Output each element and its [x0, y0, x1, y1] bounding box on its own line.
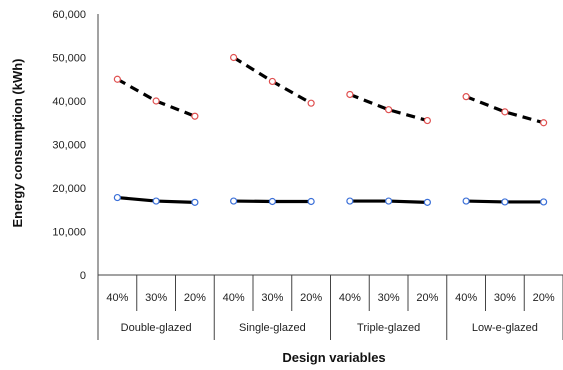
x-category-label: 20% [533, 292, 555, 304]
plot-area: 60,000 50,000 40,000 30,000 20,000 10,000 0 40%… [52, 9, 563, 340]
series-2-point [540, 198, 548, 206]
series-2-point [423, 198, 431, 206]
series-2-point [230, 197, 238, 205]
y-tick-label: 30,000 [52, 140, 86, 152]
series-1-point [307, 99, 315, 107]
series-1-point [462, 93, 470, 101]
series-2-point [462, 197, 470, 205]
series-1-point [268, 77, 276, 86]
series-2-point [152, 197, 160, 205]
series-1-point [385, 106, 393, 114]
x-category-label: 40% [339, 292, 361, 304]
series-1-point [191, 112, 199, 120]
series-2-point [191, 198, 199, 206]
y-tick-label: 0 [80, 270, 86, 282]
x-category-label: 40% [455, 292, 477, 304]
series-1-point [230, 53, 238, 62]
series-2-point [501, 198, 509, 206]
x-category-label: 20% [300, 292, 322, 304]
y-axis-title: Energy consumption (kWh) [10, 59, 25, 228]
series-1-line [349, 92, 428, 123]
x-category-label: 30% [378, 292, 400, 304]
series-2-point [307, 197, 315, 206]
y-tick-label: 40,000 [52, 96, 86, 108]
x-axis-title: Design variables [282, 350, 385, 365]
series-1-point [346, 90, 354, 99]
x-group-label: Low-e-glazed [472, 322, 538, 334]
series-1-point [540, 119, 548, 127]
series-1-line [465, 95, 545, 125]
y-tick-label: 50,000 [52, 53, 86, 65]
x-category-label: 40% [223, 292, 245, 304]
y-tick-label: 10,000 [52, 227, 86, 239]
series-1-point [423, 116, 431, 125]
x-category-label: 20% [184, 292, 206, 304]
x-category-label: 30% [494, 292, 516, 304]
x-group-label: Double-glazed [121, 322, 192, 334]
series-2-point [113, 193, 121, 202]
x-category-label: 20% [416, 292, 438, 304]
series-2-point [385, 197, 393, 205]
x-category-label: 40% [106, 292, 128, 304]
series-2-point [268, 197, 276, 206]
x-group-label: Single-glazed [239, 322, 306, 334]
series-2-point [346, 197, 354, 205]
series-1-point [152, 97, 160, 105]
x-category-label: 30% [145, 292, 167, 304]
y-tick-label: 20,000 [52, 183, 86, 195]
series-1-point [113, 75, 121, 83]
x-category-label: 30% [261, 292, 283, 304]
x-group-label: Triple-glazed [357, 322, 420, 334]
series-1-point [501, 108, 509, 116]
y-tick-label: 60,000 [52, 9, 86, 21]
